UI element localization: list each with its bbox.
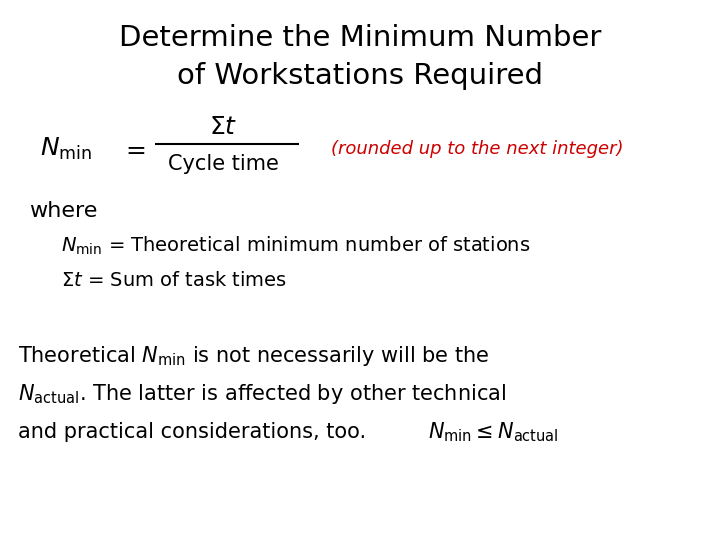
Text: and practical considerations, too.: and practical considerations, too. — [18, 422, 366, 442]
Text: Cycle time: Cycle time — [168, 153, 279, 174]
Text: $N_{\mathrm{min}}$ = Theoretical minimum number of stations: $N_{\mathrm{min}}$ = Theoretical minimum… — [61, 234, 531, 257]
Text: (rounded up to the next integer): (rounded up to the next integer) — [331, 139, 624, 158]
Text: Theoretical $N_{\mathrm{min}}$ is not necessarily will be the: Theoretical $N_{\mathrm{min}}$ is not ne… — [18, 345, 490, 368]
Text: $N_{\mathrm{min}}$: $N_{\mathrm{min}}$ — [40, 136, 92, 161]
Text: $=$: $=$ — [121, 137, 145, 160]
Text: $\Sigma t$ = Sum of task times: $\Sigma t$ = Sum of task times — [61, 271, 287, 291]
Text: $\Sigma t$: $\Sigma t$ — [209, 115, 238, 139]
Text: $N_{\mathrm{actual}}$. The latter is affected by other technical: $N_{\mathrm{actual}}$. The latter is aff… — [18, 382, 506, 406]
Text: Determine the Minimum Number: Determine the Minimum Number — [119, 24, 601, 52]
Text: $N_{\mathrm{min}} \leq N_{\mathrm{actual}}$: $N_{\mathrm{min}} \leq N_{\mathrm{actual… — [428, 420, 559, 444]
Text: of Workstations Required: of Workstations Required — [177, 62, 543, 90]
Text: where: where — [29, 200, 97, 221]
